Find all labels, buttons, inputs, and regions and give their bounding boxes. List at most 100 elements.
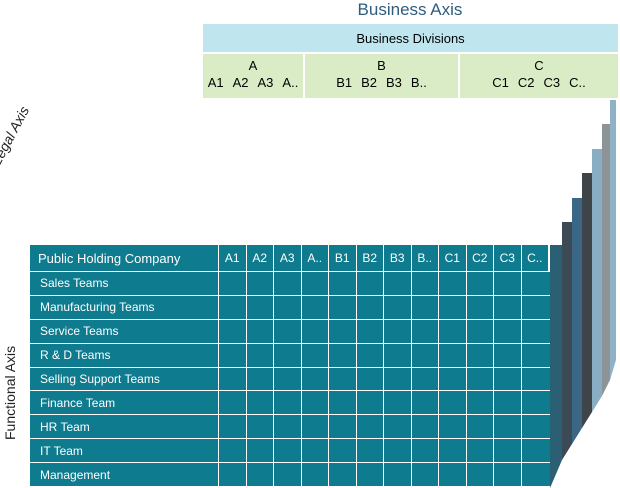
grid-cell [245, 272, 274, 295]
grid-cell [300, 319, 329, 343]
grid-cell [520, 391, 549, 415]
grid-cell [465, 295, 494, 319]
grid-cell [383, 295, 411, 319]
division-sub: B3 [386, 75, 402, 90]
grid-cell [218, 295, 246, 319]
grid-cell [300, 343, 329, 367]
grid-cell [438, 439, 466, 463]
grid-cell [273, 463, 301, 487]
grid-cell [493, 439, 521, 463]
grid-cell [520, 295, 549, 319]
grid-cell [245, 391, 274, 415]
function-row-label: HR Team [40, 419, 90, 434]
grid-cell [438, 367, 466, 391]
grid-cell [383, 367, 411, 391]
grid-cell [520, 463, 549, 487]
division-sub: C3 [543, 75, 561, 90]
function-row: Sales Teams [30, 271, 550, 295]
layer-side-face [610, 100, 616, 380]
column-header: C2 [465, 245, 494, 271]
grid-cell [383, 319, 411, 343]
grid-cell [328, 463, 356, 487]
function-row-label: Management [40, 467, 111, 482]
grid-cell [520, 319, 549, 343]
division-group-c: C C1 C2 C3 C.. [460, 54, 618, 98]
layer-side-face [572, 198, 582, 444]
grid-cell [520, 415, 549, 439]
front-grid-header: Public Holding Company A1 A2 A3 A.. B1 B… [30, 245, 548, 271]
grid-cell [273, 343, 301, 367]
function-row: HR Team [30, 414, 550, 439]
function-row-label: Service Teams [40, 324, 119, 339]
division-sub: C1 [492, 75, 509, 90]
grid-cell [273, 439, 301, 463]
legal-layer-uk-two: UK Company Two Ltd [58, 173, 582, 197]
grid-cell [273, 272, 301, 295]
column-header: B1 [328, 245, 356, 271]
grid-cell [273, 415, 301, 439]
grid-cell [245, 295, 274, 319]
grid-cell [355, 439, 384, 463]
grid-cell [328, 391, 356, 415]
grid-cell [383, 391, 411, 415]
grid-cell [493, 319, 521, 343]
legal-layer-usa-one: USA Company One Inc [100, 100, 610, 124]
column-header: B2 [355, 245, 384, 271]
grid-cell [300, 415, 329, 439]
grid-cell [328, 319, 356, 343]
grid-cell [438, 415, 466, 439]
grid-cell [410, 463, 439, 487]
perspective-line [217, 97, 304, 246]
grid-cell [273, 391, 301, 415]
grid-cell [438, 272, 466, 295]
grid-cell [355, 343, 384, 367]
grid-cell [218, 319, 246, 343]
grid-cell [355, 415, 384, 439]
grid-cell [410, 272, 439, 295]
grid-cell [410, 367, 439, 391]
function-row: Management [30, 462, 550, 487]
grid-cell [245, 319, 274, 343]
column-header: A2 [245, 245, 274, 271]
perspective-line [439, 97, 461, 246]
grid-cell [465, 463, 494, 487]
legal-layer-label: France Company one SA [52, 202, 198, 218]
column-header: C.. [520, 245, 549, 271]
grid-cell [218, 391, 246, 415]
division-sub: A2 [232, 75, 249, 90]
function-row: Selling Support Teams [30, 366, 550, 391]
grid-cell [300, 463, 329, 487]
layer-side-face [550, 245, 562, 488]
grid-cell [520, 343, 549, 367]
grid-cell [300, 295, 329, 319]
grid-cell [328, 415, 356, 439]
division-group-b: B B1 B2 B3 B.. [305, 54, 458, 98]
functional-axis-label: Functional Axis [2, 345, 18, 440]
grid-cell [520, 272, 549, 295]
function-row: R & D Teams [30, 342, 550, 367]
business-divisions-header: Business Divisions [203, 24, 618, 52]
legal-layer-france-two: France Company two SA [30, 222, 562, 246]
grid-cell [218, 272, 246, 295]
grid-cell [410, 343, 439, 367]
grid-cell [493, 367, 521, 391]
grid-cell [493, 415, 521, 439]
grid-cell [328, 439, 356, 463]
grid-cell [355, 463, 384, 487]
grid-cell [245, 367, 274, 391]
function-row-label: R & D Teams [40, 348, 111, 363]
division-group-label: A [248, 58, 258, 73]
grid-cell [300, 439, 329, 463]
legal-layer-label: UK Company Two Ltd [66, 177, 193, 193]
grid-cell [383, 343, 411, 367]
grid-cell [273, 319, 301, 343]
grid-cell [465, 439, 494, 463]
grid-cell [218, 463, 246, 487]
grid-cell [410, 439, 439, 463]
column-header: A.. [300, 245, 329, 271]
division-sub: A3 [257, 75, 274, 90]
legal-layer-label: UK Company One Ltd [80, 153, 208, 169]
legal-layer-label: USA Company Two Inc [94, 128, 228, 144]
legal-layer-usa-two: USA Company Two Inc [86, 124, 602, 148]
